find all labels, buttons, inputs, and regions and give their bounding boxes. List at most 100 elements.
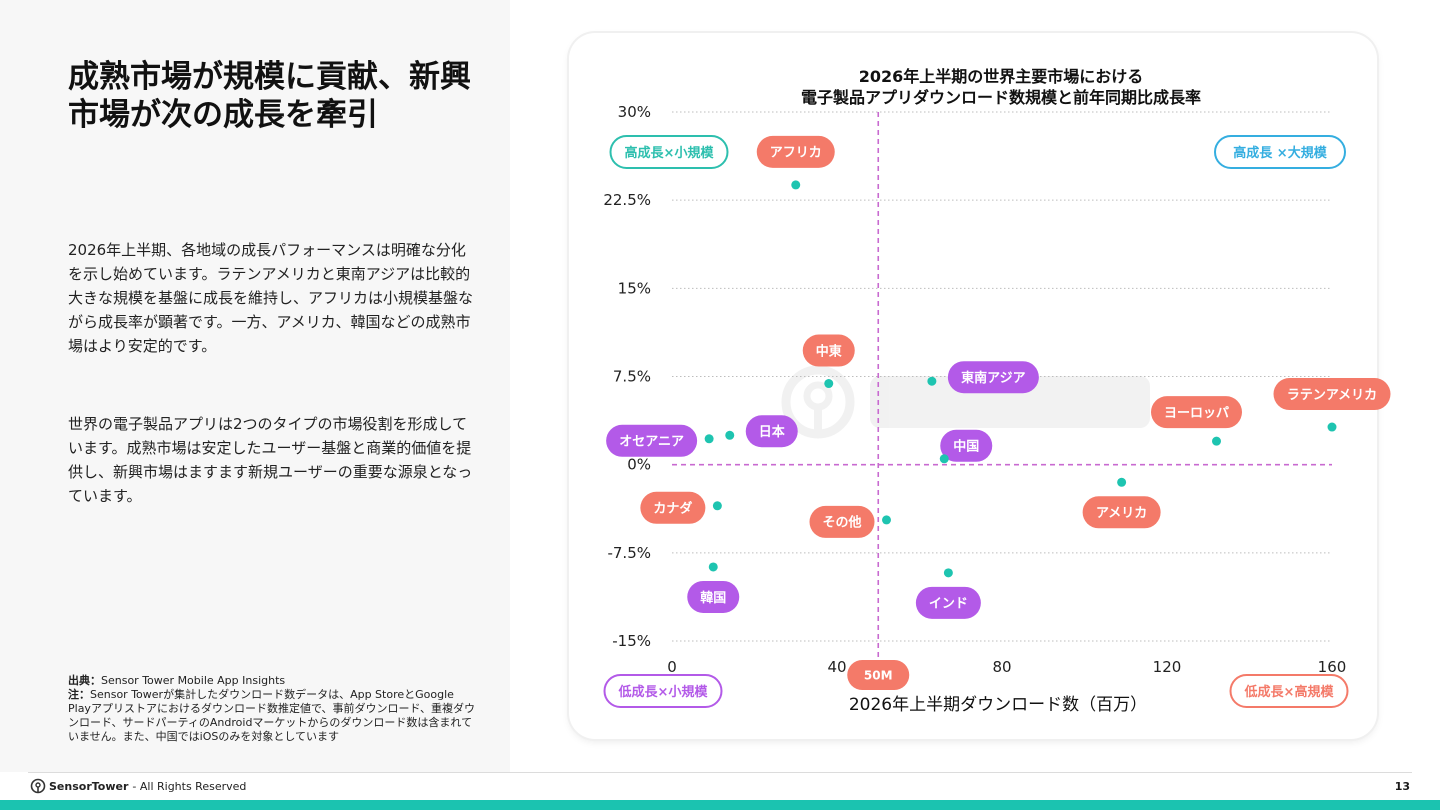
data-label-bg [1082,496,1161,529]
data-point [1327,422,1337,432]
data-point [927,376,937,386]
data-label-text: オセアニア [619,435,684,450]
accent-bar [0,800,1440,810]
x-tick-label: 40 [827,658,846,676]
data-label: 韓国 [687,580,740,613]
data-label-text: インド [929,597,968,612]
y-tick-label: -15% [612,632,651,650]
data-point [1212,436,1221,446]
data-label: 東南アジア [947,361,1039,394]
quadrant-badge-high-growth-small-text: 高成長×小規模 [625,145,715,161]
x-axis-label: 2026年上半期ダウンロード数（百万） [849,695,1147,715]
footer-brand: SensorTower - All Rights Reserved [30,778,246,794]
data-label-text: 韓国 [700,590,726,606]
data-label-text: カナダ [653,501,692,517]
data-point [824,379,834,389]
quadrant-badge-low-growth-large: 低成長×高規模 [1229,674,1349,708]
quadrant-badge-high-growth-large-bg [1214,135,1346,169]
quadrant-badge-low-growth-small-text: 低成長×小規模 [618,684,709,700]
data-label: ラテンアメリカ [1273,378,1391,411]
body-paragraph-1: 2026年上半期、各地域の成長パフォーマンスは明確な分化を示し始めています。ラテ… [68,241,474,355]
watermark-wordmark [870,376,1150,428]
x-tick-label: 120 [1153,658,1182,676]
note-line: 注：Sensor Towerが集計したダウンロード数データは、App Store… [68,688,478,744]
quadrant-badge-high-growth-large-text: 高成長 ×大規模 [1233,145,1327,161]
y-tick-label: -7.5% [607,544,651,562]
source-text: Sensor Tower Mobile App Insights [101,674,286,687]
y-tick-label: 15% [618,279,651,297]
divider-x-label: 50M [847,660,910,690]
x-tick-label: 80 [992,658,1011,676]
data-label-text: 日本 [759,424,785,440]
data-label: インド [915,586,981,619]
data-label-bg [947,361,1039,394]
divider-x-label-bg [847,660,910,690]
data-label-text: 東南アジア [961,370,1025,386]
data-label-text: ヨーロッパ [1164,406,1229,421]
data-label: 中国 [940,429,993,462]
watermark-ring [781,365,855,439]
data-label-text: アフリカ [770,146,822,161]
divider-x-label-text: 50M [864,668,893,682]
data-point [704,434,714,444]
data-label: 日本 [745,415,798,448]
sensor-tower-logo: SensorTower [30,778,128,794]
data-point [943,568,953,578]
x-tick-label: 0 [667,658,677,676]
body-paragraph-2: 世界の電子製品アプリは2つのタイプの市場役割を形成しています。成熟市場は安定した… [68,415,473,505]
footer-rights: - All Rights Reserved [132,779,247,793]
data-label: カナダ [640,491,706,524]
quadrant-badge-low-growth-small: 低成長×小規模 [603,674,723,708]
data-point [939,454,949,464]
data-label-bg [687,580,740,613]
x-tick-label: 160 [1318,658,1347,676]
left-panel [0,0,510,772]
data-label: アメリカ [1082,496,1161,529]
quadrant-badge-high-growth-small-bg [609,135,729,169]
data-label-bg [1151,396,1242,429]
data-label-bg [640,491,706,524]
note-label: 注： [68,688,90,701]
data-label-bg [802,334,855,367]
watermark-eye [803,381,833,411]
sensor-tower-watermark-icon [781,365,1150,439]
data-label-bg [940,429,993,462]
source-label: 出典： [68,674,101,687]
data-point [882,515,891,525]
data-label-text: 中国 [953,439,979,455]
quadrant-badge-low-growth-large-text: 低成長×高規模 [1244,684,1335,700]
quadrant-badge-low-growth-large-bg [1229,674,1349,708]
y-tick-label: 22.5% [603,191,651,209]
footer-brand-name: SensorTower [49,779,129,793]
source-notes: 出典：Sensor Tower Mobile App Insights 注：Se… [68,674,478,744]
data-label-bg [756,135,835,168]
data-label-bg [809,505,875,538]
data-label-text: アメリカ [1096,506,1147,521]
data-point [791,180,801,190]
slide-title: 成熟市場が規模に貢献、新興市場が次の成長を牽引 [68,59,471,133]
data-point [708,562,718,572]
data-label-bg [915,586,981,619]
data-label: 中東 [802,334,855,367]
data-point [725,430,735,440]
source-line: 出典：Sensor Tower Mobile App Insights [68,674,478,688]
quadrant-badge-high-growth-small: 高成長×小規模 [609,135,729,169]
y-tick-label: 30% [618,103,651,121]
quadrant-badge-low-growth-small-bg [603,674,723,708]
data-label: その他 [809,505,875,538]
quadrant-badge-high-growth-large: 高成長 ×大規模 [1214,135,1346,169]
y-tick-label: 0% [627,456,651,474]
footer-divider [28,772,1412,773]
data-label-text: ラテンアメリカ [1287,388,1377,403]
data-label-text: その他 [822,515,861,531]
data-label: アフリカ [756,135,835,168]
data-label-bg [1273,378,1391,411]
y-tick-label: 7.5% [613,368,651,386]
sensor-tower-logo-icon [30,778,46,794]
data-point [712,501,722,511]
data-label-bg [745,415,798,448]
data-label: ヨーロッパ [1151,396,1242,429]
data-label: オセアニア [606,424,698,457]
data-point [1117,477,1127,487]
